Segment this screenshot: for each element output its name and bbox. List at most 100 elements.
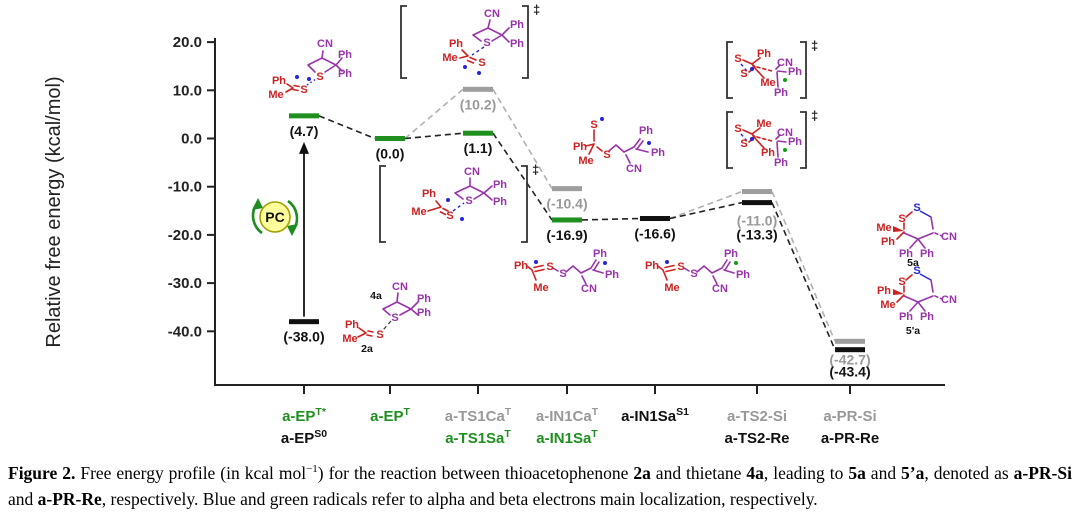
energy-level-bar bbox=[640, 216, 670, 222]
surface-connector bbox=[771, 202, 836, 351]
y-tick-label: -30.0 bbox=[168, 275, 202, 292]
atom-label-ph: Ph bbox=[493, 196, 507, 208]
energy-level-bar bbox=[463, 86, 493, 92]
y-tick-label: -40.0 bbox=[168, 323, 202, 340]
caption-segment: 5’a bbox=[901, 463, 925, 483]
pc-label: PC bbox=[265, 209, 284, 225]
atom-label-s: S bbox=[740, 68, 747, 80]
surface-connector bbox=[492, 88, 553, 190]
molecule-in1sa-chain: Ph S S Me Ph Ph CN bbox=[514, 248, 619, 295]
atom-label-ph: Ph bbox=[651, 147, 665, 159]
energy-value-label: (-43.4) bbox=[829, 364, 870, 380]
photocatalyst-badge: PC bbox=[251, 198, 299, 236]
atom-label-cn: CN bbox=[941, 294, 957, 306]
atom-label-me: Me bbox=[876, 222, 891, 234]
atom-label-s: S bbox=[677, 261, 684, 273]
caption-segment: a-PR-Re bbox=[37, 489, 102, 510]
energy-value-label: (-38.0) bbox=[283, 329, 324, 345]
atom-label-cn: CN bbox=[941, 231, 957, 243]
atom-label-ph: Ph bbox=[761, 147, 775, 159]
caption-segment: 5a bbox=[848, 463, 866, 483]
stage-label: a-TS2-Si bbox=[727, 408, 787, 425]
atom-label-s: S bbox=[898, 276, 905, 288]
stage-label: a-TS2-Re bbox=[724, 430, 789, 447]
atom-label-s: S bbox=[559, 268, 566, 280]
energy-value-label: (1.1) bbox=[464, 140, 493, 156]
stage-label: a-IN1CaT bbox=[536, 406, 599, 425]
molecule-exciplex: CN Ph Ph S Ph Me S bbox=[268, 38, 352, 101]
caption-segment: ) for the reaction between thioacetophen… bbox=[317, 463, 634, 483]
atom-label-s: S bbox=[734, 53, 741, 65]
stage-labels: a-EPT* a-EPS0 a-EPT a-TS1CaT a-TS1SaT a-IN1Ca… bbox=[281, 385, 879, 447]
stage-label: a-TS1CaT bbox=[445, 406, 512, 425]
atom-label-ph: Ph bbox=[510, 19, 524, 31]
energy-value-label: (-16.9) bbox=[546, 227, 587, 243]
atom-label-ph: Ph bbox=[417, 293, 431, 305]
atom-label-s: S bbox=[376, 329, 383, 341]
energy-value-label: (-42.7) bbox=[829, 351, 870, 367]
atom-label-s: S bbox=[734, 123, 741, 135]
y-axis-ticks: 20.0 10.0 0.0 -10.0 -20.0 -30.0 -40.0 bbox=[168, 34, 215, 340]
atom-label-ph: Ph bbox=[345, 319, 359, 331]
caption-segment: 2a bbox=[633, 463, 651, 483]
atom-label-ph: Ph bbox=[593, 248, 607, 260]
y-tick-label: 0.0 bbox=[181, 131, 202, 148]
atom-label-s: S bbox=[483, 37, 490, 49]
atom-label-cn: CN bbox=[581, 283, 597, 295]
atom-label-ph: Ph bbox=[510, 38, 524, 50]
atom-label-ph: Ph bbox=[920, 311, 934, 323]
atom-label-s: S bbox=[913, 202, 920, 214]
atom-label-ph: Ph bbox=[272, 75, 286, 87]
y-tick-label: -20.0 bbox=[168, 227, 202, 244]
caption-segment: a-PR-Si bbox=[1013, 463, 1072, 483]
surface-connector bbox=[669, 201, 743, 220]
ts-double-dagger: ‡ bbox=[811, 38, 818, 53]
atom-label-ph: Ph bbox=[788, 66, 802, 78]
pc-circle-icon bbox=[259, 201, 291, 233]
energy-value-label: (10.2) bbox=[460, 96, 497, 112]
energy-level-bar bbox=[375, 136, 405, 141]
energy-profile-chart: Relative free energy (kcal/mol) 20.0 10.0… bbox=[43, 2, 957, 447]
compound-tag-5pa: 5'a bbox=[906, 325, 920, 337]
energy-level-bar bbox=[552, 217, 582, 223]
caption-segment: 4a bbox=[746, 463, 764, 483]
atom-label-ph: Ph bbox=[881, 236, 895, 248]
energy-value-label: (-11.0) bbox=[737, 213, 777, 229]
atom-label-s: S bbox=[590, 119, 597, 131]
atom-label-cn: CN bbox=[392, 281, 408, 293]
atom-label-s: S bbox=[446, 210, 453, 222]
molecule-product-5pa: Ph Me S S CN Ph Ph 5'a bbox=[877, 265, 957, 337]
atom-label-cn: CN bbox=[626, 163, 642, 175]
molecule-ts2-re: ‡ Me S S CN Ph Ph Ph bbox=[726, 108, 818, 169]
ts-double-dagger: ‡ bbox=[533, 2, 540, 17]
atom-label-s: S bbox=[391, 312, 398, 324]
atom-label-me: Me bbox=[533, 282, 548, 294]
atom-label-ph: Ph bbox=[774, 87, 788, 99]
stage-label: a-EPT* bbox=[282, 406, 327, 425]
atom-label-ph: Ph bbox=[449, 38, 463, 50]
atom-label-ph: Ph bbox=[493, 179, 507, 191]
molecule-ts1sa: ‡ CN Ph Ph S Ph Me S bbox=[379, 162, 539, 243]
molecule-product-5a: Me Ph S S CN Ph Ph 5a bbox=[876, 202, 957, 269]
stage-label: a-EPS0 bbox=[281, 428, 327, 447]
atom-label-s: S bbox=[690, 268, 697, 280]
energy-value-label: (-16.6) bbox=[634, 226, 675, 242]
molecule-reactants-2a-4a: 4a CN Ph Ph S Ph S Me 2a bbox=[342, 281, 431, 355]
surface-connector bbox=[404, 132, 464, 140]
atom-label-me: Me bbox=[411, 206, 426, 218]
energy-level-bar bbox=[835, 338, 865, 344]
atom-label-ph: Ph bbox=[899, 311, 913, 323]
atom-label-ph: Ph bbox=[877, 285, 891, 297]
atom-label-s: S bbox=[300, 84, 307, 96]
energy-level-bar bbox=[742, 189, 772, 195]
atom-label-cn: CN bbox=[484, 8, 500, 20]
atom-label-me: Me bbox=[578, 155, 593, 167]
energy-level-bar bbox=[289, 319, 319, 325]
stage-label: a-EPT bbox=[370, 406, 410, 425]
energy-level-bar bbox=[463, 130, 493, 136]
atom-label-ph: Ph bbox=[422, 188, 436, 200]
atom-label-s: S bbox=[546, 261, 553, 273]
atom-label-ph: Ph bbox=[573, 141, 587, 153]
energy-value-label: (-10.4) bbox=[546, 196, 587, 212]
atom-label-ph: Ph bbox=[605, 269, 619, 281]
